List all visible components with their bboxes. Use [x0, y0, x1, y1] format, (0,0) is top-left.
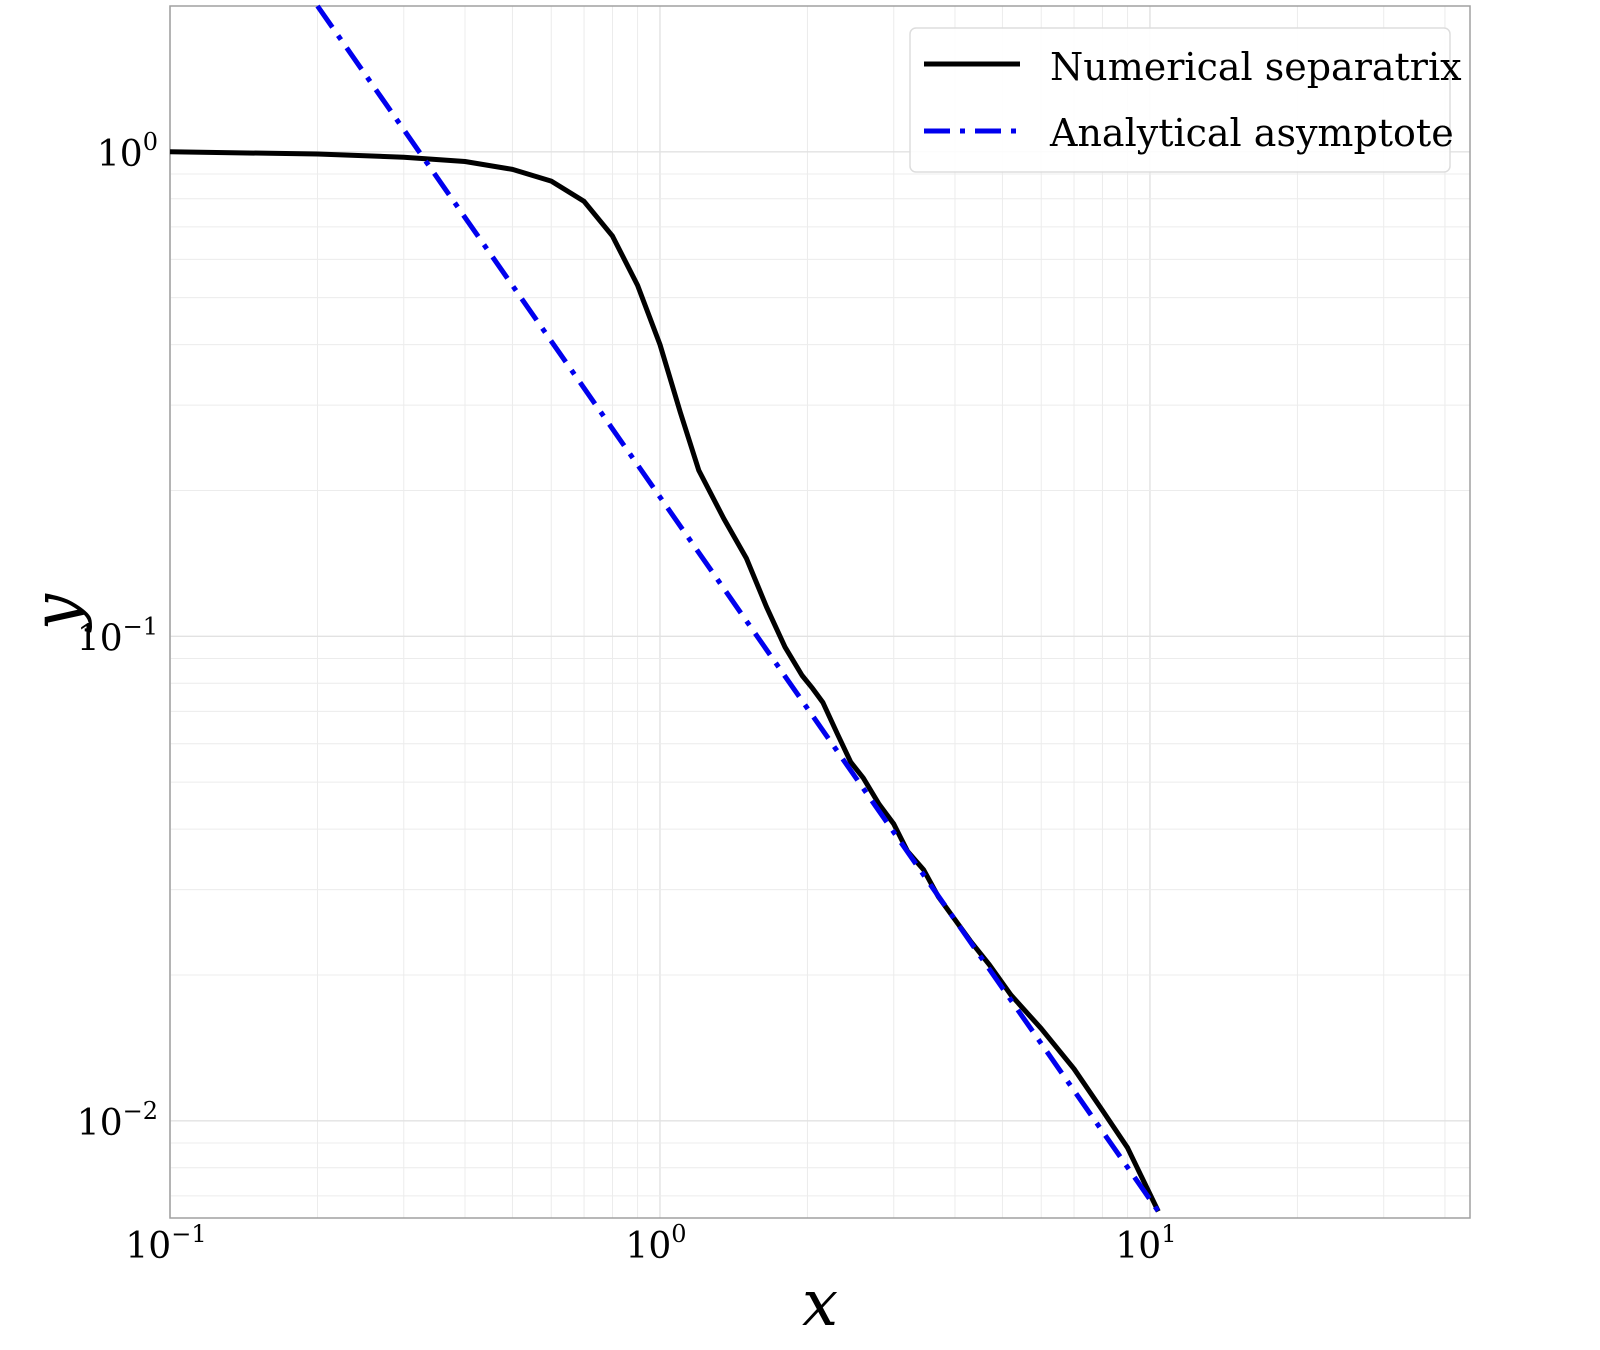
plot-frame — [169, 5, 1471, 1219]
legend-label-analytical: Analytical asymptote — [1049, 111, 1454, 155]
legend-box — [909, 27, 1451, 173]
y-tick-label: 10−1 — [77, 612, 158, 659]
series-line-numerical — [169, 149, 1161, 1213]
y-tick-label: 10−2 — [77, 1097, 158, 1144]
x-tick-label: 10−1 — [125, 1220, 206, 1267]
y-tick-labels: 100 10−1 10−2 — [77, 128, 158, 1144]
x-tick-label: 101 — [1115, 1220, 1176, 1267]
series-line-analytical — [315, 4, 1161, 1213]
x-axis-title: x — [802, 1267, 838, 1341]
x-tick-label: 100 — [625, 1220, 686, 1267]
series-layer — [169, 4, 1161, 1213]
y-tick-label: 100 — [97, 128, 158, 175]
y-axis-title: y — [20, 593, 94, 633]
legend-label-numerical: Numerical separatrix — [1050, 45, 1462, 89]
legend: Numerical separatrix Analytical asymptot… — [909, 27, 1462, 173]
x-tick-labels: 10−1 100 101 — [125, 1220, 1176, 1267]
grid — [169, 5, 1470, 1218]
